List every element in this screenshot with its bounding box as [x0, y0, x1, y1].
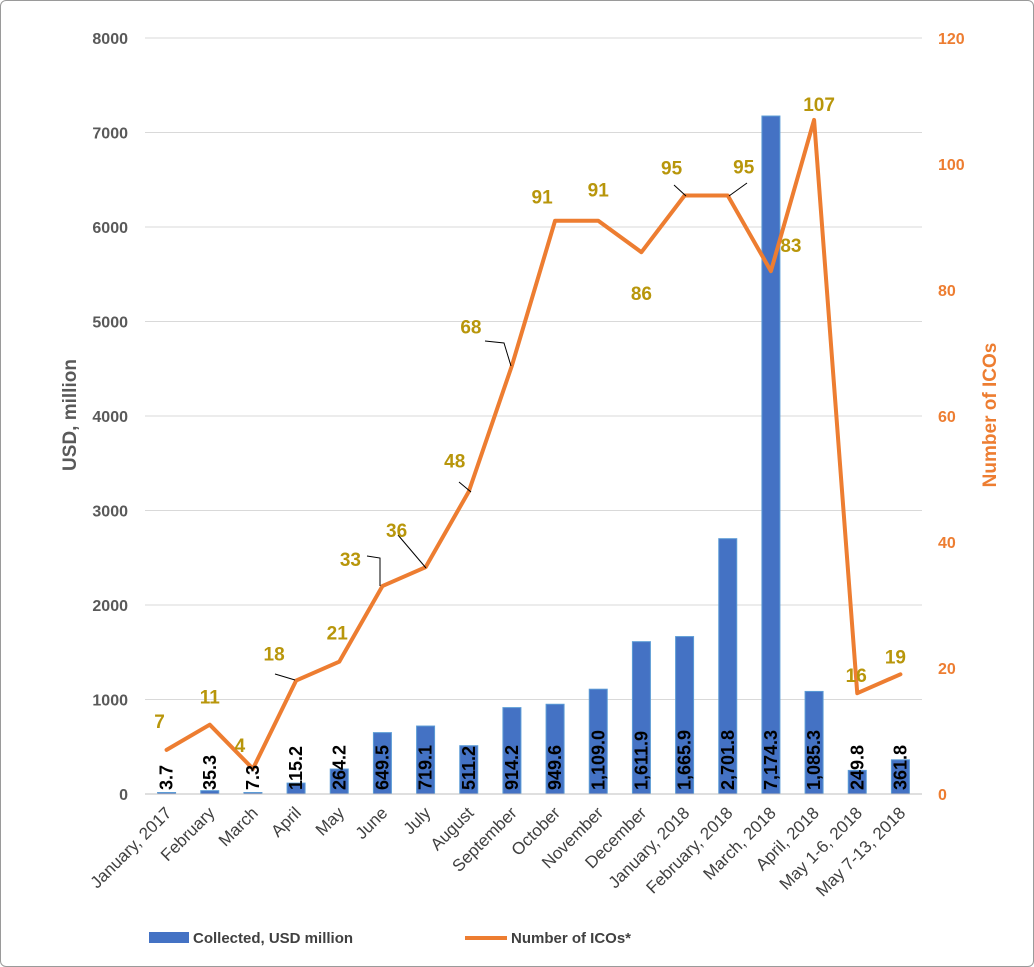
line-data-label: 86: [631, 284, 652, 305]
legend-bar-swatch: [149, 932, 189, 943]
leader-line: [366, 555, 381, 586]
line-data-label: 48: [444, 452, 465, 473]
line-data-label: 68: [460, 318, 481, 339]
leader-line: [458, 481, 472, 493]
line-data-label: 19: [885, 647, 906, 668]
x-tick-label: May: [312, 803, 348, 839]
bar-data-label: 2,701.8: [718, 730, 738, 790]
legend-bar-label: Collected, USD million: [193, 930, 353, 947]
y-right-tick-label: 40: [938, 535, 956, 552]
y-right-tick-label: 20: [938, 661, 956, 678]
line-data-label: 7: [154, 712, 165, 733]
y-left-tick-label: 0: [119, 787, 128, 804]
y-left-tick-label: 3000: [92, 504, 128, 521]
bar-data-label: 35.3: [200, 755, 220, 790]
line-data-label: 16: [846, 666, 867, 687]
bar-series: [157, 115, 910, 795]
line-data-label: 21: [327, 624, 349, 645]
legend: Collected, USD million Number of ICOs*: [149, 930, 631, 947]
bar: [200, 790, 220, 795]
y-left-tick-label: 4000: [92, 409, 128, 426]
bar-data-label: 719.1: [416, 745, 436, 790]
grid: [145, 37, 922, 700]
line-data-label: 36: [386, 521, 407, 542]
bar-data-label: 3.7: [157, 765, 177, 790]
line-data-label: 91: [588, 181, 610, 202]
bar-data-label: 914.2: [502, 745, 522, 790]
bar-data-label: 7.3: [243, 765, 263, 790]
y-left-tick-label: 7000: [92, 126, 128, 143]
leader-line: [484, 340, 512, 367]
line-data-label: 4: [235, 736, 246, 757]
line-data-label: 33: [340, 550, 361, 571]
x-tick-label: July: [400, 803, 435, 838]
y-left-tick-label: 8000: [92, 31, 128, 48]
bar-data-label: 249.8: [847, 745, 867, 790]
line-data-labels: 7 11 4 18 21 33 36 48 68 91 91 86 95 95 83 107 16 19: [154, 95, 906, 757]
line-data-label: 91: [532, 188, 554, 209]
line-data-label: 107: [803, 95, 835, 116]
x-tick-label: April: [267, 803, 304, 840]
legend-line-label: Number of ICOs*: [511, 930, 631, 947]
y-axis-right-title: Number of ICOs: [980, 343, 1001, 488]
leader-line: [397, 534, 427, 569]
y-right-tick-label: 120: [938, 31, 965, 48]
line-data-label: 83: [780, 236, 801, 257]
line-data-label: 11: [200, 688, 221, 709]
leader-line: [673, 184, 687, 197]
bar-data-label: 1,611.9: [631, 731, 651, 790]
bar-data-label: 511.2: [459, 746, 479, 790]
leader-line: [728, 182, 748, 197]
bar-data-label: 1,109.0: [588, 730, 608, 790]
x-tick-label: June: [352, 803, 392, 843]
bar-data-label: 7,174.3: [761, 730, 781, 790]
line-data-label: 95: [733, 158, 755, 179]
y-left-tick-label: 6000: [92, 220, 128, 237]
y-axis-left-title: USD, million: [60, 359, 81, 471]
line-path: [164, 117, 903, 771]
bar-data-label: 949.6: [545, 745, 565, 790]
bar: [761, 115, 781, 795]
bar-data-label: 1,665.9: [675, 730, 695, 790]
bar-data-label: 264.2: [329, 745, 349, 790]
y-right-tick-label: 0: [938, 787, 947, 804]
x-tick-label: March: [215, 803, 262, 850]
bar-data-label: 361.8: [890, 745, 910, 790]
line-data-label: 18: [264, 645, 285, 666]
y-right-tick-label: 80: [938, 283, 956, 300]
line-data-label: 95: [661, 159, 683, 180]
bar-data-label: 1,085.3: [804, 730, 824, 790]
y-right-tick-label: 60: [938, 409, 956, 426]
y-left-tick-label: 5000: [92, 315, 128, 332]
y-left-tick-label: 2000: [92, 598, 128, 615]
line-series: [164, 117, 903, 771]
y-left-tick-label: 1000: [92, 693, 128, 710]
y-right-tick-label: 100: [938, 157, 965, 174]
leader-line: [274, 673, 296, 681]
bar-data-labels: 3.7 35.3 7.3 115.2 264.2 649.5 719.1 511.2 914.2…: [157, 730, 911, 790]
bar-data-label: 649.5: [372, 745, 392, 790]
bar-data-label: 115.2: [286, 746, 306, 790]
